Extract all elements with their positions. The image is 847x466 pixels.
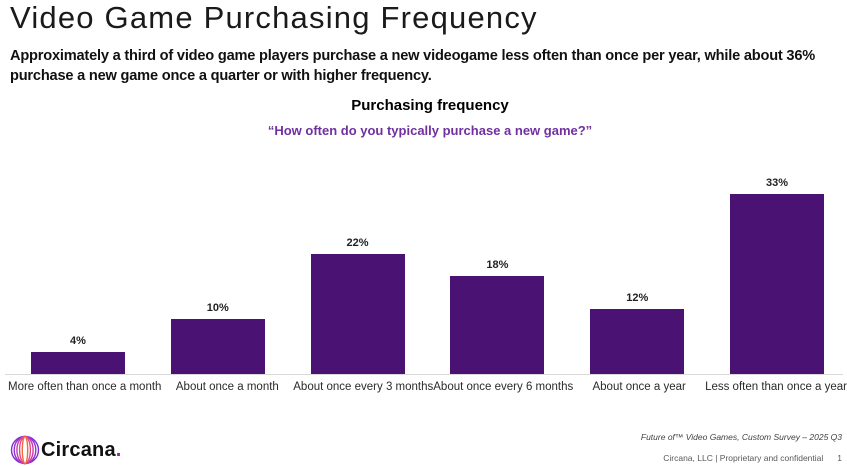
bar-value-label: 22% [346,237,369,249]
bar-category-label: About once every 3 months [293,381,434,393]
bar-column: 18% [427,174,567,374]
bar-chart: 4% 10% 22% 18% 12% 33% [8,174,847,374]
bar-column: 12% [567,174,707,374]
bar [590,309,685,374]
bar-column: 10% [148,174,288,374]
footer: Future of™ Video Games, Custom Survey – … [641,432,842,463]
bar-column: 4% [8,174,148,374]
summary-text: Approximately a third of video game play… [10,48,816,84]
page-title: Video Game Purchasing Frequency [10,0,538,35]
bar [730,194,825,374]
bar-category-label: More often than once a month [8,381,162,393]
bar-category-label: Less often than once a year [705,381,847,393]
bar-category-label: About once every 6 months [433,381,574,393]
bar-value-label: 12% [626,292,649,304]
chart-title: Purchasing frequency [351,97,509,114]
bar-column: 33% [707,174,847,374]
circana-logo-text: Circana. [41,438,122,461]
circana-logo: Circana. [9,434,122,466]
footer-confidential-line: Circana, LLC | Proprietary and confident… [663,453,842,463]
bar [30,352,125,374]
bar [450,276,545,374]
bar-value-label: 10% [206,302,229,314]
bar-value-label: 4% [69,335,86,347]
logo-period: . [115,438,122,461]
bar-category-label: About once a month [175,381,279,393]
bar [170,319,265,374]
circana-globe-icon [10,435,40,465]
bar-value-label: 18% [486,259,509,271]
bar-column: 22% [288,174,428,374]
footer-source-line: Future of™ Video Games, Custom Survey – … [640,432,842,442]
bar-value-label: 33% [766,177,789,189]
bar [310,254,405,374]
bar-category-label: About once a year [592,381,686,393]
chart-subtitle-quote: “How often do you typically purchase a n… [267,123,593,138]
x-axis-line [5,374,843,375]
x-axis-labels: More often than once a month About once a… [8,381,847,393]
page-number: 1 [837,453,842,463]
